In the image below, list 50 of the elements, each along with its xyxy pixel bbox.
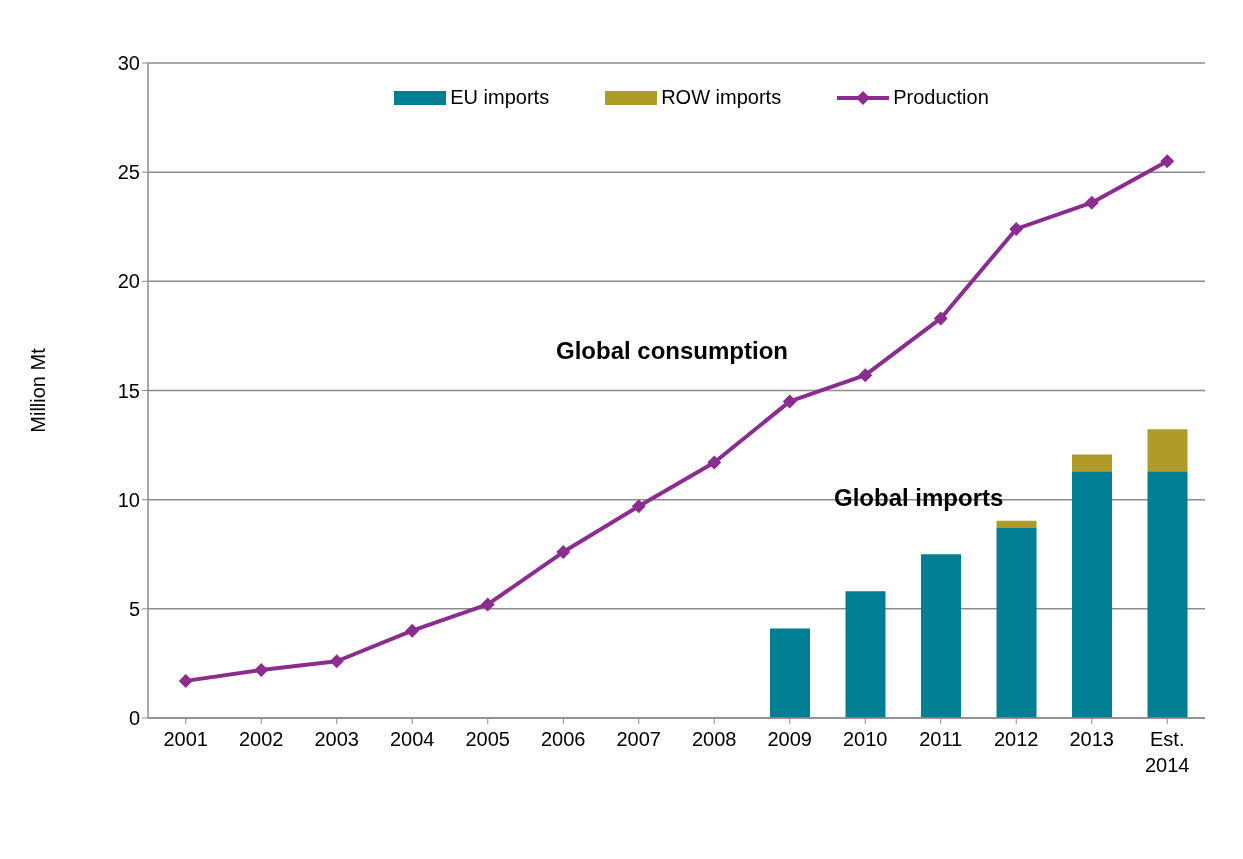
x-tick-label: 2001 (163, 728, 208, 750)
annotation: Global consumption (556, 337, 788, 365)
point (556, 545, 571, 560)
point (1160, 154, 1175, 169)
y-tick-label: 25 (117, 161, 140, 184)
legend-label: Production (893, 86, 989, 109)
x-tick-label: 2008 (692, 728, 737, 750)
point (178, 673, 193, 688)
y-axis-title: Million Mt (27, 347, 50, 433)
x-tick-label: 2006 (541, 728, 586, 750)
x-tick-label: 2007 (616, 728, 661, 750)
x-tick-label: 2010 (843, 728, 888, 750)
point (933, 311, 948, 326)
x-tick-label: Est. 2014 (1145, 728, 1190, 776)
x-tick-label: 2013 (1069, 728, 1114, 750)
x-tick-label: 2002 (239, 728, 284, 750)
legend-label: ROW imports (661, 86, 782, 109)
y-tick-label: 20 (117, 270, 140, 293)
bar (1147, 429, 1188, 472)
point (1084, 195, 1099, 210)
bar (996, 520, 1037, 529)
point (782, 394, 797, 409)
bar (1072, 454, 1112, 472)
bar (921, 554, 961, 718)
bar (996, 528, 1037, 718)
y-tick-label: 10 (117, 488, 140, 511)
annotation: Global imports (834, 484, 1004, 512)
point (405, 623, 420, 638)
y-tick-label: 0 (128, 707, 140, 730)
x-tick-label: 2004 (390, 728, 435, 750)
bar (1147, 471, 1188, 718)
point (480, 597, 495, 612)
point (858, 368, 873, 383)
point (707, 455, 722, 470)
point (254, 662, 269, 677)
y-tick-label: 30 (117, 52, 140, 75)
y-tick-label: 15 (117, 379, 140, 402)
x-tick-label: 2003 (314, 728, 359, 750)
x-tick-label: 2012 (994, 728, 1039, 750)
x-tick-label: 2009 (767, 728, 812, 750)
bar (1072, 471, 1112, 718)
y-tick-label: 5 (128, 597, 140, 620)
x-tick-label: 2011 (919, 728, 963, 750)
point (631, 499, 646, 514)
point (329, 654, 344, 669)
legend-label: EU imports (450, 86, 550, 109)
x-tick-label: 2005 (465, 728, 510, 750)
bar (845, 591, 886, 718)
bar (770, 628, 810, 718)
point (1009, 221, 1024, 236)
